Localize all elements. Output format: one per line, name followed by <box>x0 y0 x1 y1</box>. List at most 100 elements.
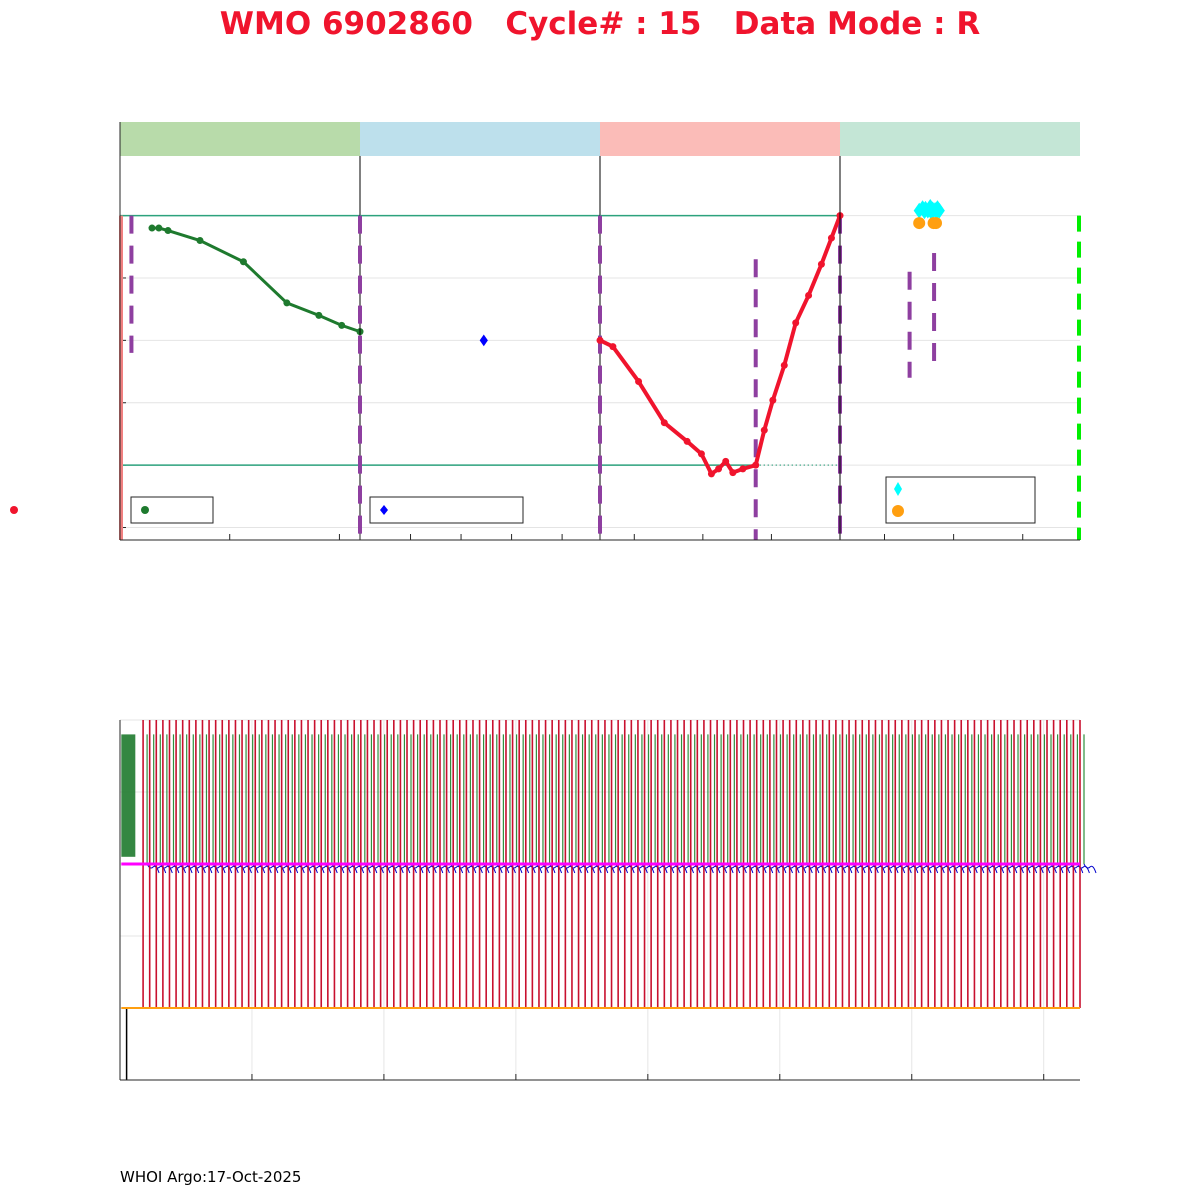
drift-wiggle <box>331 863 345 874</box>
drift-wiggle <box>852 863 866 874</box>
drift-wiggle <box>436 863 450 874</box>
drift-wiggle <box>535 863 549 874</box>
drift-wiggle <box>324 863 338 874</box>
data-point <box>283 299 291 307</box>
series-ascent <box>596 212 844 478</box>
panel-drift <box>358 122 600 540</box>
drift-wiggle <box>278 863 292 874</box>
drift-wiggle <box>199 863 213 874</box>
drift-wiggle <box>912 863 925 874</box>
drift-wiggle <box>502 863 516 874</box>
drift-wiggle <box>555 863 569 874</box>
drift-wiggle <box>621 863 635 874</box>
drift-wiggle <box>786 863 800 874</box>
phase-band <box>120 122 360 156</box>
data-point <box>596 336 604 344</box>
data-point <box>683 437 691 445</box>
drift-wiggle <box>601 863 615 874</box>
drift-wiggle <box>298 863 312 874</box>
drift-wiggle <box>641 863 655 874</box>
drift-wiggle <box>740 863 754 874</box>
drift-wiggle <box>516 863 530 874</box>
panel-descent <box>119 122 364 540</box>
legend-box <box>369 496 524 524</box>
drift-wiggle <box>469 863 483 874</box>
drift-wiggle <box>707 863 721 874</box>
drift-wiggle <box>443 863 457 874</box>
drift-wiggle <box>509 863 523 874</box>
drift-wiggle <box>1037 863 1051 874</box>
data-point <box>239 258 247 266</box>
drift-wiggle <box>192 863 206 874</box>
drift-wiggle <box>826 863 840 874</box>
data-point <box>769 396 777 404</box>
data-point <box>164 227 172 235</box>
drift-wiggle <box>496 863 510 874</box>
drift-wiggle <box>859 863 873 874</box>
drift-wiggle <box>549 863 563 874</box>
phase-band <box>840 122 1080 156</box>
drift-wiggle <box>733 863 747 874</box>
data-point <box>660 419 668 427</box>
legend-marker <box>894 482 902 496</box>
data-point <box>722 457 730 465</box>
data-point <box>739 465 747 473</box>
drift-wiggle <box>654 863 668 874</box>
data-point <box>315 311 323 319</box>
drift-wiggle <box>417 863 431 874</box>
drift-wiggle <box>918 863 932 874</box>
drift-wiggle <box>760 863 774 874</box>
drift-wiggle <box>648 863 662 874</box>
drift-wiggle <box>483 863 497 874</box>
drift-wiggle <box>799 863 813 874</box>
drift-wiggle <box>311 863 325 874</box>
drift-wiggle <box>575 863 589 874</box>
drift-wiggle <box>225 863 239 874</box>
drift-wiggle <box>991 863 1005 874</box>
drift-wiggle <box>245 863 259 874</box>
drift-wiggle <box>173 863 186 874</box>
drift-wiggle <box>681 863 695 874</box>
footer-credit: WHOI Argo:17-Oct-2025 <box>120 1168 301 1186</box>
legend <box>885 476 1036 524</box>
drift-wiggle <box>390 863 404 874</box>
drift-wiggle <box>542 863 556 874</box>
drift-wiggle <box>258 863 272 874</box>
drift-wiggle <box>1024 863 1038 874</box>
drift-wiggle <box>608 863 622 874</box>
drift-wiggle <box>410 863 424 874</box>
drift-wiggle <box>1050 863 1064 874</box>
drift-wiggle <box>179 863 193 874</box>
data-point <box>148 224 156 232</box>
drift-wiggle <box>793 863 807 874</box>
drift-wiggle <box>773 863 787 874</box>
drift-wiggle <box>456 863 470 874</box>
drift-wiggle <box>747 863 760 874</box>
drift-wiggle <box>879 863 892 874</box>
drift-wiggle <box>384 863 398 874</box>
drift-wiggle <box>463 863 477 874</box>
drift-wiggle <box>865 863 879 874</box>
drift-wiggle <box>872 863 886 874</box>
data-point <box>697 450 705 458</box>
drift-wiggle <box>846 863 859 874</box>
drift-wiggle <box>252 863 266 874</box>
data-point <box>338 321 346 329</box>
drift-wiggle <box>423 863 437 874</box>
data-point <box>817 260 825 268</box>
legend <box>369 496 524 524</box>
drift-wiggle <box>304 863 318 874</box>
data-point <box>913 217 926 230</box>
series-line <box>152 226 361 334</box>
drift-wiggle <box>146 863 160 874</box>
data-point <box>479 334 488 347</box>
drift-wiggle <box>476 863 490 874</box>
legend-marker <box>892 505 904 517</box>
drift-wiggle <box>944 863 958 874</box>
drift-wiggle <box>219 863 233 874</box>
drift-wiggle <box>628 863 642 874</box>
drift-wiggle <box>700 863 714 874</box>
drift-wiggle <box>1083 863 1097 874</box>
drift-wiggle <box>159 863 173 874</box>
drift-wiggle <box>239 863 252 874</box>
